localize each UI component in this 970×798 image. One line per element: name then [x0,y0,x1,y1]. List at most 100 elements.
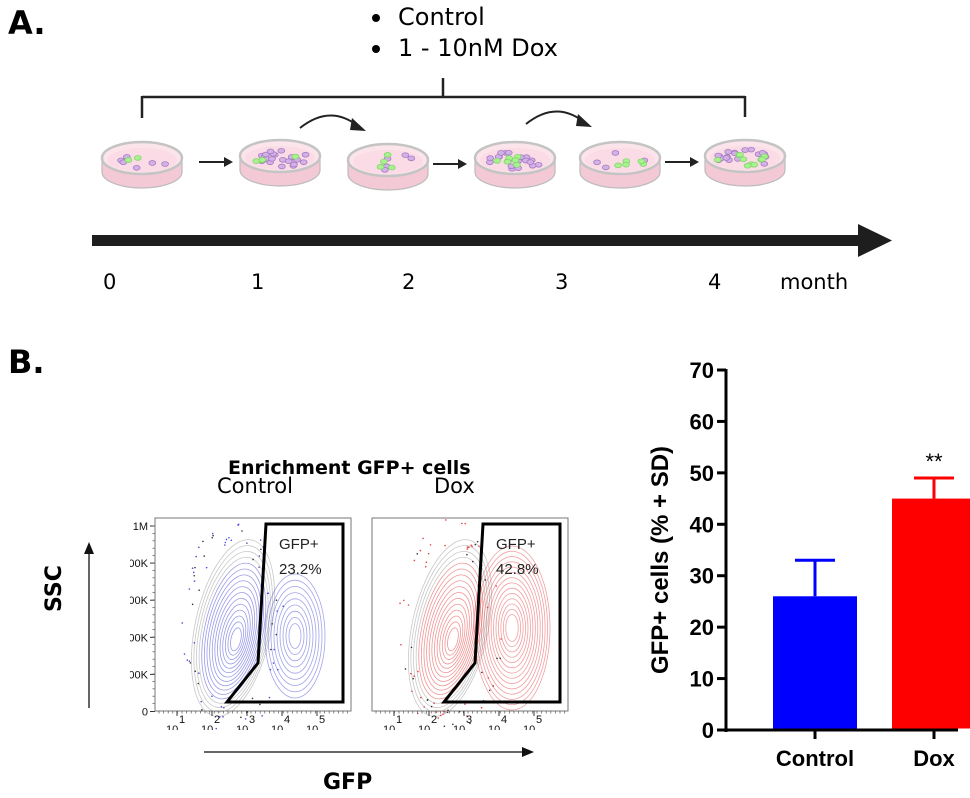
facs-event-dot [471,545,473,548]
facs-contour [190,539,276,717]
bar-y-tick-label: 10 [690,667,714,692]
facs-event-dot [400,644,402,646]
facs-contour [500,603,524,653]
facs-event-dot [267,592,270,595]
facs-plots: 1M800K600K400K200K0 GFP+23.2%10110210310… [130,517,569,730]
facs-event-dot [412,677,414,680]
facs-x-tick-exponent: 1 [179,714,185,726]
facs-event-dot [433,702,435,705]
gfp-gate [223,522,345,704]
ssc-arrow-icon [84,542,94,554]
facs-event-dot [198,672,200,674]
facs-y-tick-label: 600K [130,595,149,607]
timeline-diagram [92,78,892,257]
purple-cell [407,155,416,162]
facs-contour [498,598,526,658]
green-cell [758,156,766,163]
purple-cell [278,163,286,170]
facs-event-dot [487,677,490,679]
facs-event-dot [201,709,203,711]
facs-contour [480,561,544,695]
green-cell [637,158,646,165]
facs-x-tick-exponent: 1 [396,714,402,726]
green-cell [291,153,300,160]
purple-cell [497,150,505,156]
facs-event-dot [442,713,444,715]
facs-event-dot [452,723,454,726]
gate-percentage: 42.8% [496,561,539,578]
facs-event-dot [443,725,446,728]
facs-event-dot [419,549,422,552]
facs-y-tick-label: 800K [130,558,149,570]
facs-event-dot [198,589,200,592]
facs-event-dot [238,728,241,730]
green-cell [511,157,520,164]
green-cell [124,157,133,163]
facs-x-tick-label: 10 [236,724,248,730]
facs-event-dot [446,711,449,714]
facs-event-dot [492,685,494,687]
bar-x-tick-label: Dox [913,746,955,771]
facs-y-axis: 1M 800K 600K 400K 200K 0 [130,521,155,719]
facs-event-dot [193,574,196,577]
facs-event-dot [194,566,196,569]
facs-event-dot [198,546,200,549]
facs-event-dot [480,706,483,709]
facs-event-dot [466,715,468,717]
facs-event-dot [244,718,247,720]
facs-event-dot [188,660,191,662]
green-cell [376,164,385,170]
facs-event-dot [404,668,407,670]
facs-event-dot [193,641,196,644]
facs-y-tick-label: 400K [130,632,149,644]
facs-contour [285,617,305,656]
facs-contour [493,587,531,669]
facs-contour [217,598,253,674]
green-cell [513,162,521,168]
facs-event-dot [439,714,442,717]
facs-event-dot [481,671,483,674]
facs-event-dot [399,602,401,605]
facs-event-dot [470,544,472,546]
facs-y-tick-label: 1M [133,521,148,533]
bar-y-tick-label: 0 [702,718,714,743]
condition-control: Control [372,2,558,33]
facs-contour [483,566,541,690]
panel-b-label: B. [8,343,45,381]
facs-contour [214,592,256,678]
purple-cell [504,149,513,156]
facs-x-tick-label: 10 [453,724,465,730]
facs-contour [264,573,326,699]
facs-event-dot [476,540,479,543]
facs-x-tick-exponent: 4 [501,714,507,726]
facs-event-dot [437,717,440,719]
bar-y-tick-label: 30 [690,564,714,589]
green-cell [133,155,142,161]
facs-plot-frame [371,517,569,712]
facs-event-dot [268,696,271,699]
facs-event-dot [488,689,491,692]
facs-event-dot [251,697,254,700]
facs-event-dot [197,682,200,685]
treatment-bracket [140,78,747,118]
bar-dox [892,498,970,729]
facs-event-dot [467,546,470,549]
facs-event-dot [219,716,221,718]
facs-event-dot [427,552,430,555]
facs-event-dot [224,541,227,544]
facs-event-dot [464,703,466,705]
facs-contour [276,598,314,674]
facs-contour [282,610,308,662]
green-cell [743,162,752,169]
growth-arrows [199,161,690,165]
gfp-axis-label: GFP [323,770,373,795]
facs-event-dot [499,657,502,660]
facs-event-dot [276,610,278,612]
purple-cell [277,147,286,154]
facs-x-tick-label: 10 [201,724,213,730]
facs-event-dot [500,638,502,640]
facs-event-dot [282,605,284,608]
facs-contour [196,550,271,709]
facs-event-dot [211,695,213,698]
facs-contour [502,608,522,648]
